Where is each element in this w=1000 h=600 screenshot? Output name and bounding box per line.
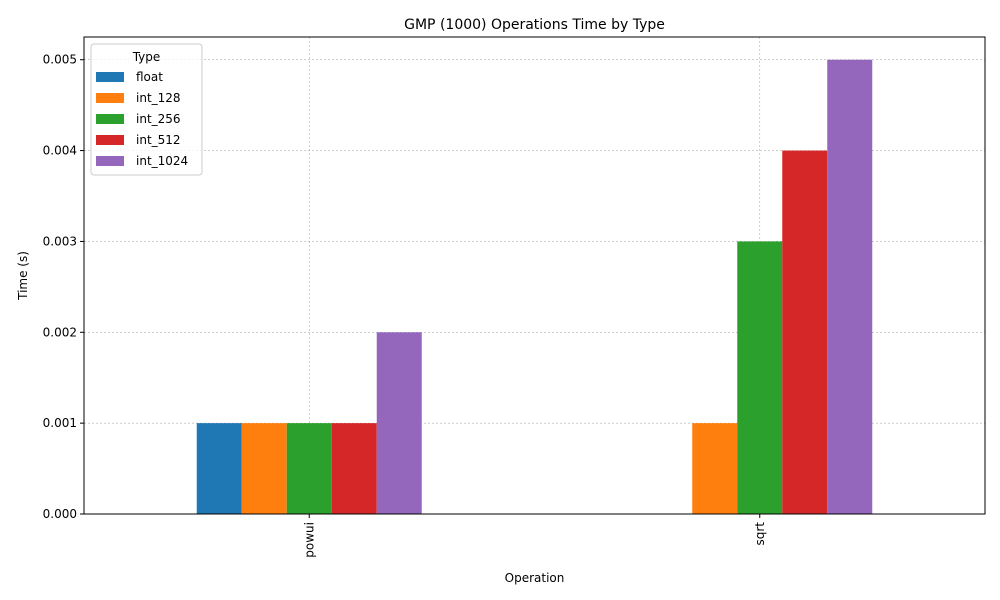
plot-frame [83,36,986,515]
bars [196,59,873,515]
x-axis-label: Operation [505,571,565,585]
x-tick-label: powui [302,522,316,558]
bar-float-powui [196,423,242,514]
bar-int_256-powui [286,423,332,514]
bar-int_512-powui [331,423,377,514]
x-tick-label: sqrt [753,522,767,546]
y-axis-label: Time (s) [16,251,30,301]
bar-int_128-powui [241,423,287,514]
legend-label-int_1024: int_1024 [136,154,188,168]
legend: Type float int_128 int_256 int_512 int_1024 [90,43,203,176]
y-tick-label: 0.004 [43,144,77,158]
legend-swatch-int_128 [96,93,124,103]
chart-title: GMP (1000) Operations Time by Type [404,17,665,33]
y-axis: 0.000 0.001 0.002 0.003 0.004 0.005 [43,53,84,521]
bar-int_128-sqrt [692,423,738,514]
legend-label-int_128: int_128 [136,91,181,105]
legend-swatch-float [96,72,124,82]
bar-int_1024-powui [376,332,422,514]
bar-int_1024-sqrt [827,59,873,514]
x-axis: powui sqrt [302,514,767,558]
legend-title: Type [132,50,161,64]
legend-swatch-int_1024 [96,156,124,166]
bar-int_256-sqrt [737,241,783,514]
y-tick-label: 0.002 [43,325,77,339]
y-tick-label: 0.005 [43,53,77,67]
legend-swatch-int_512 [96,135,124,145]
legend-swatch-int_256 [96,114,124,124]
bar-int_512-sqrt [782,150,828,515]
legend-label-int_256: int_256 [136,112,181,126]
y-tick-label: 0.003 [43,234,77,248]
y-tick-label: 0.001 [43,416,77,430]
legend-label-int_512: int_512 [136,133,181,147]
legend-label-float: float [136,70,163,84]
y-tick-label: 0.000 [43,507,77,521]
